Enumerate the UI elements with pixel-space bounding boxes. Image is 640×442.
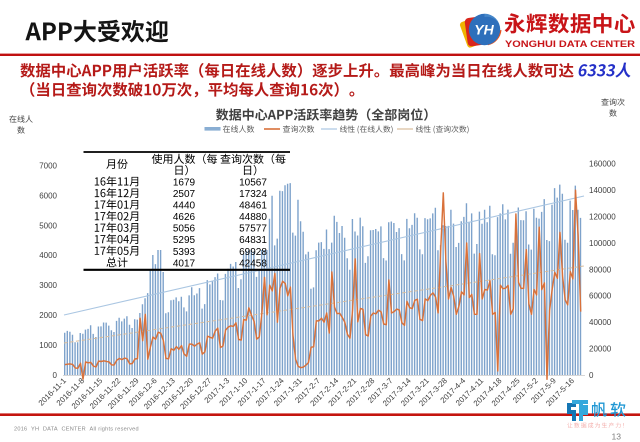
svg-text:6000: 6000 (39, 191, 57, 200)
svg-text:60000: 60000 (589, 292, 612, 301)
svg-text:140000: 140000 (589, 186, 616, 195)
svg-text:57577: 57577 (239, 224, 267, 235)
svg-text:160000: 160000 (589, 160, 616, 169)
svg-text:69928: 69928 (239, 247, 267, 258)
svg-text:13: 13 (612, 432, 622, 442)
svg-text:48461: 48461 (239, 201, 267, 212)
svg-text:5056: 5056 (173, 224, 196, 235)
svg-text:5393: 5393 (173, 247, 196, 258)
svg-text:40000: 40000 (589, 318, 612, 327)
svg-text:120000: 120000 (589, 213, 616, 222)
svg-text:17324: 17324 (239, 189, 267, 200)
svg-text:7000: 7000 (39, 162, 57, 171)
svg-text:1679: 1679 (173, 178, 196, 189)
svg-text:1000: 1000 (39, 341, 57, 350)
svg-text:5295: 5295 (173, 235, 196, 246)
svg-text:4017: 4017 (173, 258, 196, 269)
svg-text:42458: 42458 (239, 258, 267, 269)
svg-text:4626: 4626 (173, 212, 196, 223)
svg-text:100000: 100000 (589, 239, 616, 248)
svg-text:4440: 4440 (173, 201, 196, 212)
svg-text:44880: 44880 (239, 212, 267, 223)
svg-text:10567: 10567 (239, 178, 267, 189)
svg-text:2507: 2507 (173, 189, 196, 200)
svg-text:20000: 20000 (589, 345, 612, 354)
svg-text:5000: 5000 (39, 221, 57, 230)
svg-text:64831: 64831 (239, 235, 267, 246)
svg-text:YONGHUI DATA CENTER: YONGHUI DATA CENTER (505, 39, 635, 50)
svg-text:4000: 4000 (39, 251, 57, 260)
svg-text:3000: 3000 (39, 281, 57, 290)
svg-text:2016 YH DATA CENTER All ri: 2016 YH DATA CENTER All rights reserved (14, 427, 139, 433)
svg-text:80000: 80000 (589, 265, 612, 274)
svg-text:0: 0 (53, 371, 58, 380)
svg-text:YH: YH (474, 22, 494, 38)
svg-text:2000: 2000 (39, 311, 57, 320)
svg-text:0: 0 (589, 371, 594, 380)
